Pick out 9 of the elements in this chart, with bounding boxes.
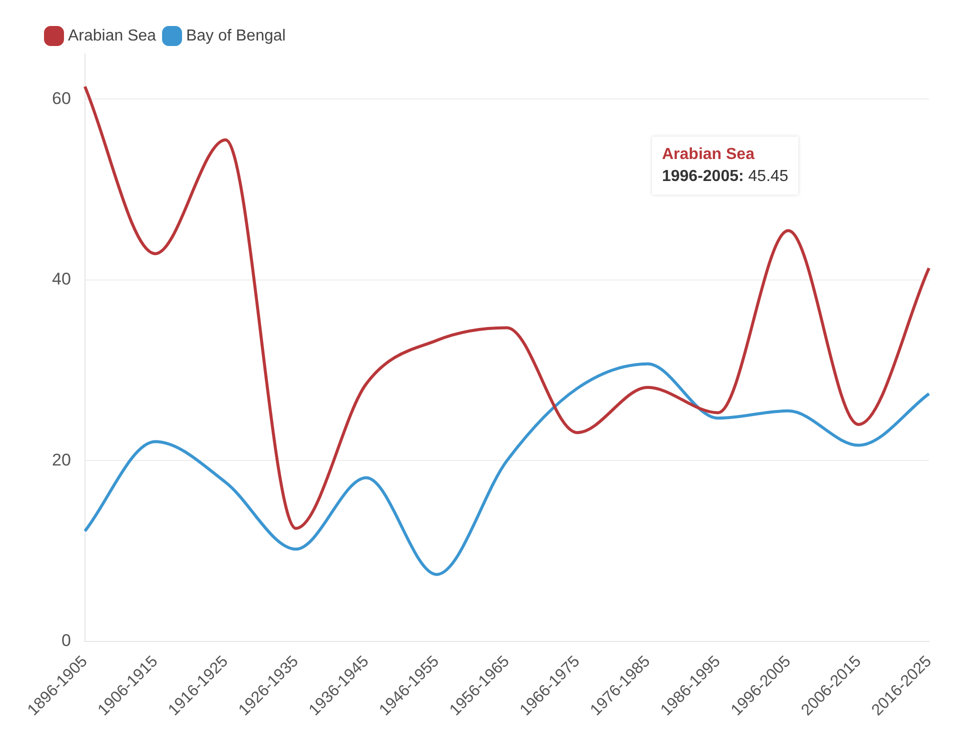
legend-label: Arabian Sea: [68, 27, 156, 44]
legend-label: Bay of Bengal: [186, 27, 286, 44]
y-tick-label: 40: [52, 270, 71, 289]
y-tick-label: 20: [52, 450, 71, 470]
annotation: Arabian Sea 1996-2005: 45.45: [662, 146, 788, 186]
y-tick-label: 0: [61, 631, 71, 650]
line-series: [83, 85, 930, 530]
line-series: [83, 362, 930, 576]
y-tick-label: 60: [52, 88, 71, 108]
